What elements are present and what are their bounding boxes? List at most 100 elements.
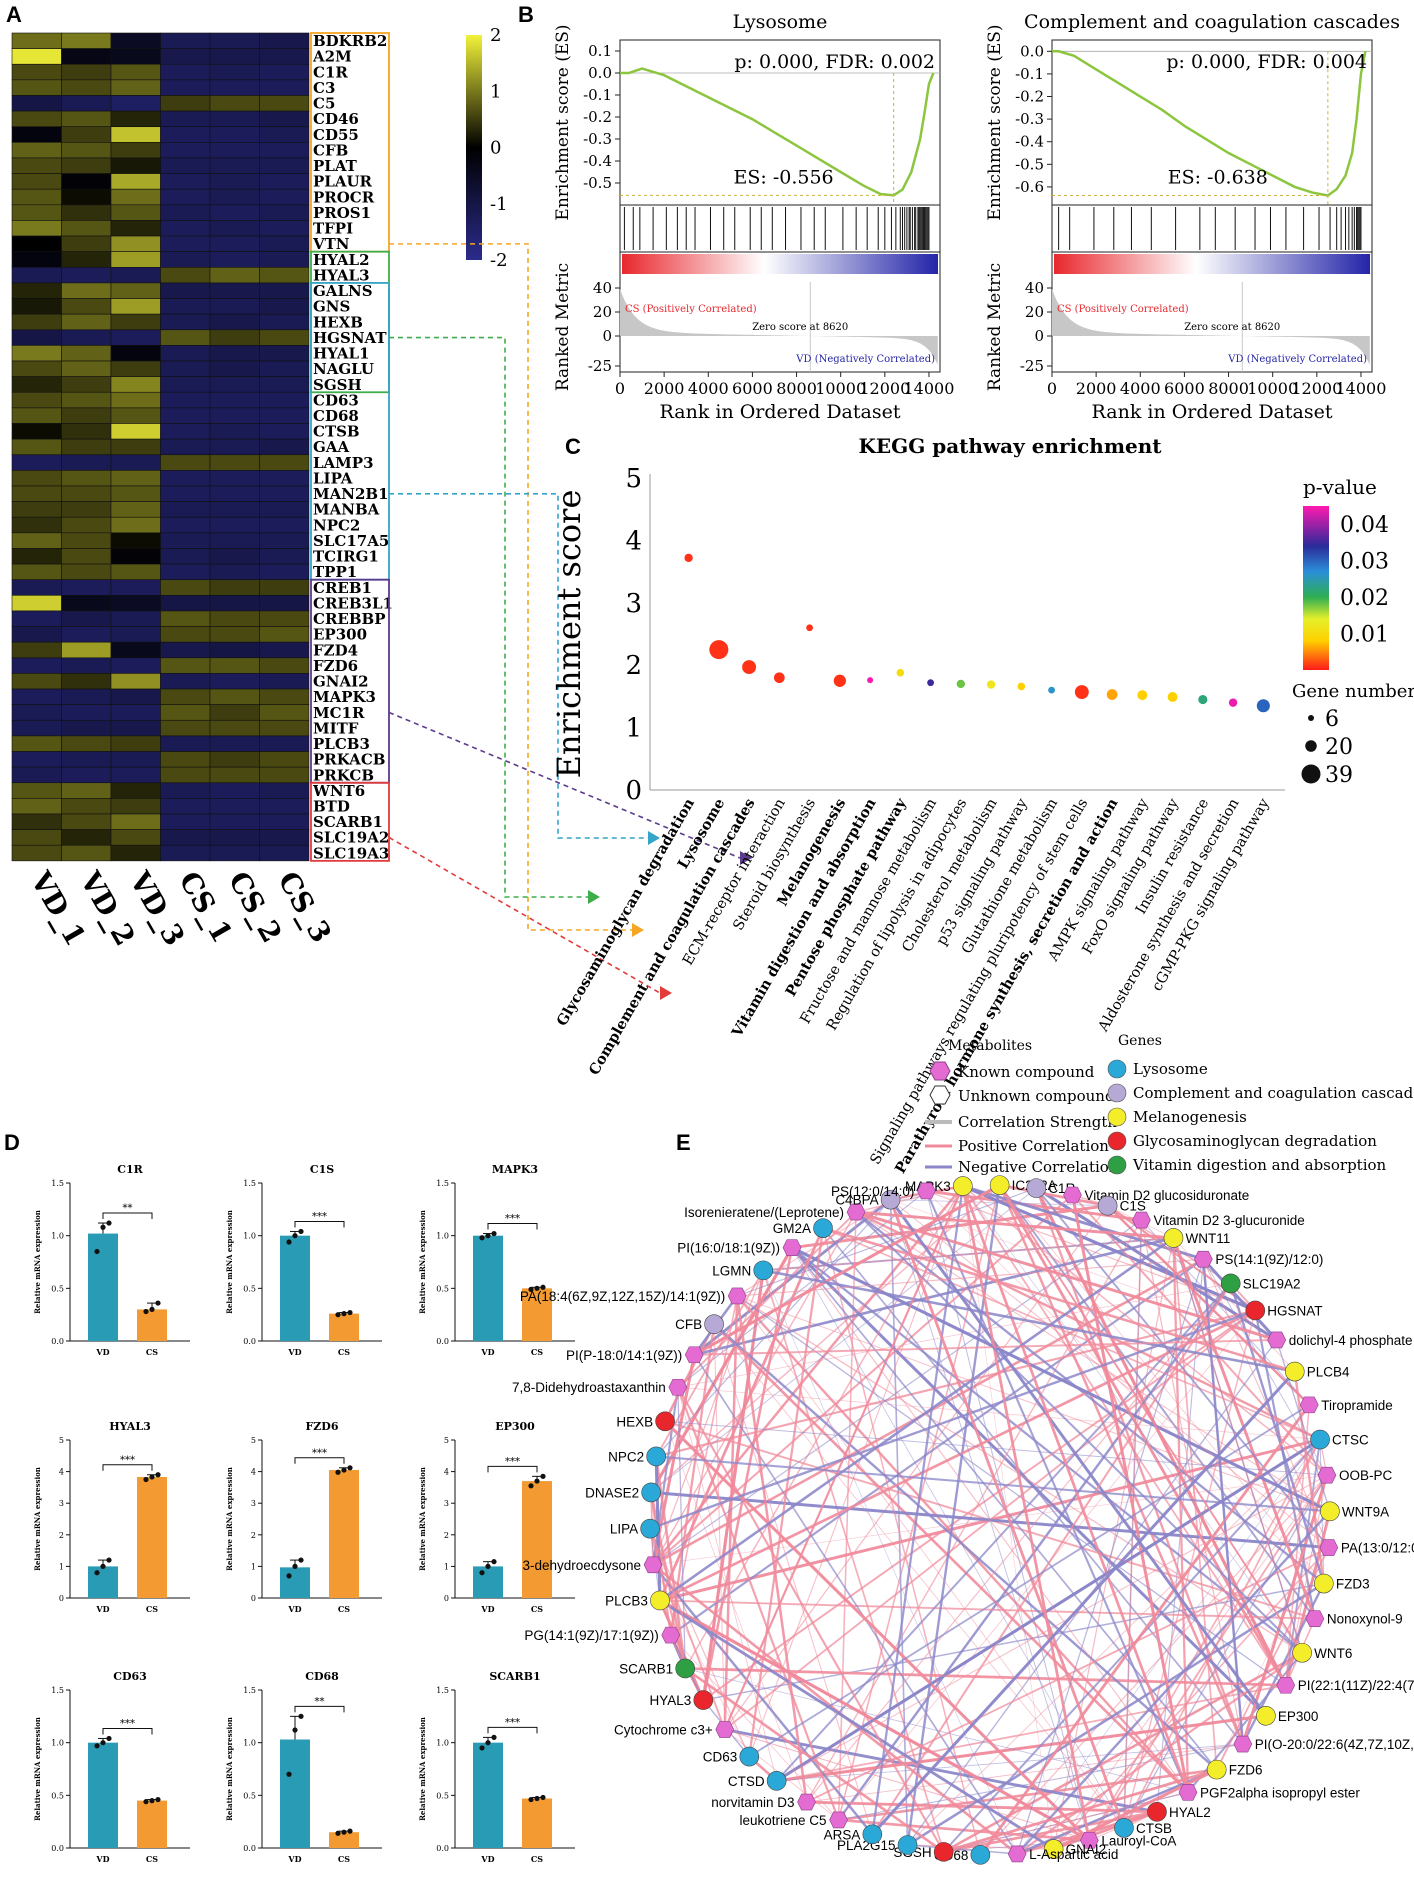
heatmap-cell xyxy=(110,48,161,65)
heatmap-cell xyxy=(259,813,310,830)
heatmap-cell xyxy=(160,63,211,81)
x-tick-label: 10000 xyxy=(815,379,866,398)
heatmap-row-label: GNS xyxy=(313,298,350,316)
correlation-edge xyxy=(659,1236,1175,1602)
heatmap-cell xyxy=(209,32,260,49)
heatmap-row-label: PROCR xyxy=(313,188,375,206)
heatmap-row-label: GALNS xyxy=(313,282,373,300)
correlation-edge xyxy=(998,1184,1303,1654)
heatmap-cell xyxy=(11,126,62,143)
metabolite-node xyxy=(668,1378,688,1396)
heatmap-cell xyxy=(61,595,112,612)
metric-axis-label: Ranked Metric xyxy=(553,263,573,391)
heatmap-cell xyxy=(61,454,112,471)
correlation-edge xyxy=(713,1323,1218,1771)
heatmap-cell xyxy=(61,735,112,752)
heatmap-cell xyxy=(259,782,310,799)
heatmap-cell xyxy=(209,673,260,690)
bar-y-axis-label: Relative mRNA expression xyxy=(418,1210,427,1314)
heatmap-cell xyxy=(160,485,211,502)
heatmap-cell xyxy=(61,516,112,534)
heatmap-cell xyxy=(259,157,310,174)
heatmap-cell xyxy=(259,360,310,377)
heatmap-cell xyxy=(61,719,112,737)
heatmap-row-label: SCARB1 xyxy=(313,813,383,831)
correlation-edge xyxy=(1016,1510,1331,1855)
bar xyxy=(88,1233,118,1341)
heatmap-cell xyxy=(209,844,260,862)
correlation-edge xyxy=(926,1190,1256,1312)
es-axis-label: Enrichment score (ES) xyxy=(985,24,1005,220)
bar xyxy=(137,1800,167,1848)
correlation-edge xyxy=(1035,1187,1330,1549)
heatmap-cell xyxy=(160,610,211,627)
panel-label-d: D xyxy=(4,1130,20,1155)
heatmap-row-label: PRKCB xyxy=(313,766,374,784)
heatmap-cell xyxy=(11,345,62,362)
correlation-edge xyxy=(943,1768,1218,1854)
metabolite-node xyxy=(661,1626,681,1644)
gene-node xyxy=(880,1189,901,1210)
network-node-label: HEXB xyxy=(616,1414,653,1429)
heatmap-cell xyxy=(110,641,161,659)
heatmap-cell xyxy=(209,79,260,96)
heatmap-cell xyxy=(110,235,161,252)
heatmap-cell xyxy=(160,829,211,846)
heatmap-cell xyxy=(11,313,62,331)
heatmap-cell xyxy=(110,313,161,331)
kegg-dot xyxy=(1048,686,1055,694)
heatmap-row-label: MC1R xyxy=(313,704,365,722)
pathway-group-box xyxy=(310,781,390,862)
significance-bracket xyxy=(294,1457,345,1464)
correlation-edge xyxy=(1123,1439,1321,1829)
correlation-edge xyxy=(871,1282,1232,1835)
heatmap-cell xyxy=(209,360,260,377)
es-tick-label: -0.4 xyxy=(583,152,612,170)
heatmap-cell xyxy=(209,63,260,81)
heatmap-cell xyxy=(259,251,310,268)
gene-node xyxy=(897,1835,918,1855)
data-point xyxy=(298,1713,304,1719)
bar-y-axis-label: Relative mRNA expression xyxy=(225,1717,234,1821)
bar-tick-label: 1 xyxy=(444,1562,449,1571)
heatmap-cell xyxy=(160,563,211,581)
heatmap-cell xyxy=(61,813,112,830)
heatmap-cell xyxy=(110,251,161,268)
network-node-label: NPC2 xyxy=(608,1449,644,1464)
heatmap-cell xyxy=(259,501,310,518)
bar-chart: FZD6 0 1 2 3 4 5 Relative mRNA expression VD CS **… xyxy=(225,1420,382,1614)
bar xyxy=(522,1288,552,1341)
heatmap-cell xyxy=(259,454,310,471)
pvalue-tick-label: 0.04 xyxy=(1340,513,1389,538)
correlation-edge xyxy=(656,1455,1330,1513)
connector-arrowhead xyxy=(648,831,660,845)
correlation-edge xyxy=(806,1800,1158,1814)
gene-node xyxy=(1220,1273,1241,1294)
gene-node xyxy=(1043,1839,1064,1859)
heatmap-cell xyxy=(209,110,260,128)
correlation-edge xyxy=(659,1309,1256,1602)
network-node-label: WNT6 xyxy=(1314,1646,1352,1661)
network-node-label: LGMN xyxy=(712,1263,751,1278)
correlation-edge xyxy=(655,1269,765,1457)
heatmap-cell xyxy=(61,704,112,721)
bar-category-label: VD xyxy=(95,1604,109,1614)
connector-arrowhead xyxy=(632,923,644,937)
metabolite-node xyxy=(846,1203,866,1221)
legend-genes-title: Genes xyxy=(1118,1033,1162,1049)
kegg-dot xyxy=(1106,689,1118,700)
rank-gradient-bar xyxy=(1054,254,1370,274)
gene-number-title: Gene number xyxy=(1292,681,1414,702)
heatmap-cell xyxy=(259,735,310,752)
heatmap-cell xyxy=(11,782,62,799)
heatmap-cell xyxy=(259,204,310,221)
gene-node xyxy=(1206,1759,1227,1780)
correlation-edge xyxy=(838,1768,1217,1822)
heatmap-cell xyxy=(110,142,161,159)
bar-category-label: CS xyxy=(531,1347,543,1357)
gsea-frame xyxy=(619,39,941,373)
correlation-edge xyxy=(652,1564,874,1836)
bar xyxy=(329,1313,359,1341)
colorbar-tick-label: -2 xyxy=(490,250,508,271)
correlation-edge xyxy=(855,1211,1303,1654)
